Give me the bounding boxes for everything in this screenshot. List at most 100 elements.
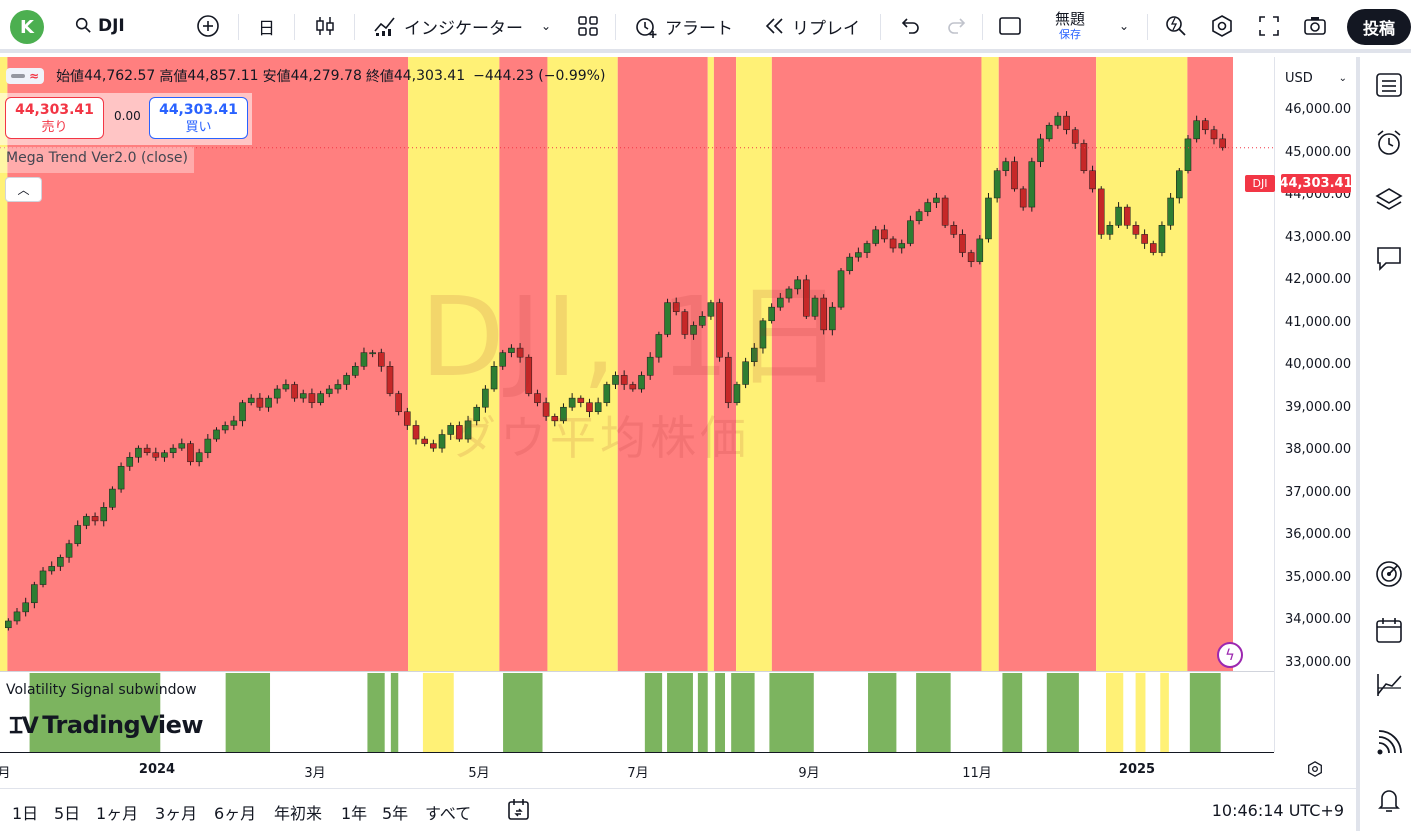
layouts-button[interactable] [575,8,601,44]
axis-settings-button[interactable] [1305,759,1325,779]
bolt-icon[interactable]: ϟ [1217,642,1243,668]
range-button[interactable]: 1年 [341,804,368,823]
candle-up [785,288,793,299]
wave-icon[interactable]: ≈ [29,69,40,83]
settings-button[interactable] [1209,8,1235,44]
post-button[interactable]: 投稿 [1347,9,1411,45]
indicators-button[interactable]: インジケーター ⌄ [372,8,551,44]
range-button[interactable]: 5日 [54,804,81,823]
close-label: 終値 [365,69,394,85]
chat-button[interactable] [1373,242,1405,274]
symbol-search-button[interactable]: DJI [74,8,125,44]
calendar-goto-icon[interactable] [506,797,532,823]
alert-button[interactable]: アラート [633,8,733,44]
range-button[interactable]: 年初来 [274,804,323,823]
time-tick: 7月 [627,766,649,781]
price-scale[interactable]: USD ⌄ 46,000.00 45,000.00 44,000.00 43,000.… [1274,57,1356,752]
layout-name-button[interactable]: 無題 保存 [1055,8,1085,44]
gear-icon [1212,15,1232,37]
bear-zone [499,57,548,671]
legend-controls[interactable]: ≈ [6,68,45,84]
collapse-legend-button[interactable]: ︿ [5,177,42,202]
candle-up [273,388,281,399]
range-button[interactable]: 1日 [12,804,39,823]
range-button[interactable]: 1ヶ月 [96,804,139,823]
tradingview-logo-icon: ꞮV [10,714,39,739]
subwindow-label: Volatility Signal subwindow [6,682,197,698]
candle-up [161,452,168,458]
fullscreen-button[interactable] [1256,8,1282,44]
candle-up [343,375,350,385]
main-chart-pane[interactable]: DJI, 1日 ダウ平均株価 [0,57,1274,671]
candle-up [829,306,836,331]
undo-button[interactable] [897,8,923,44]
candle-up [490,366,498,390]
candle-down [1071,129,1079,144]
toolbar-divider [880,14,881,40]
snapshot-button[interactable] [1302,8,1328,44]
candles-icon [316,17,334,35]
quick-search-button[interactable] [1163,8,1189,44]
price-chart[interactable] [0,57,1274,671]
signal-bar-yellow [1135,673,1146,752]
candle-up [742,361,749,385]
candle-up [1002,161,1010,171]
object-tree-button[interactable] [1373,184,1405,216]
data-window-button[interactable] [1373,558,1405,590]
candle-up [74,525,82,544]
time-tick: 3月 [304,766,326,781]
trading-panel-button[interactable] [1373,669,1405,701]
replay-button[interactable]: リプレイ [762,8,860,44]
chevron-down-icon: ⌄ [1338,72,1347,84]
candle-up [1167,197,1174,226]
candle-up [221,425,229,431]
chart-type-button[interactable] [312,8,338,44]
compare-button[interactable] [195,8,221,44]
user-avatar[interactable]: K [10,10,44,44]
candle-up [568,397,576,408]
time-axis[interactable]: 月 2024 3月 5月 7月 9月 11月 2025 [0,752,1274,788]
toolbar-divider [354,14,355,40]
range-button[interactable]: すべて [425,804,472,823]
alerts-panel-button[interactable] [1373,127,1405,159]
fullscreen-select-button[interactable] [997,8,1023,44]
candle-up [317,393,324,403]
clock[interactable]: 10:46:14 UTC+9 [1211,801,1344,820]
redo-button[interactable] [944,8,970,44]
candle-down [456,425,463,440]
fullscreen-icon [1259,16,1279,36]
layout-status: 保存 [1059,27,1081,41]
volatility-subwindow[interactable]: Volatility Signal subwindow ꞮV TradingVi… [0,671,1274,752]
open-value: 44,762.57 [84,68,156,84]
indicator-legend[interactable]: Mega Trend Ver2.0 (close) [0,147,194,173]
bull-zone [1096,57,1188,671]
candle-up [508,347,515,353]
chevron-down-icon[interactable]: ⌄ [1119,19,1130,33]
currency-select[interactable]: USD ⌄ [1281,65,1351,91]
candle-down [959,234,966,253]
range-button[interactable]: 3ヶ月 [155,804,198,823]
signal-bar-yellow [422,673,454,752]
price-tick: 34,000.00 [1285,612,1352,627]
time-tick: 2025 [1118,762,1156,777]
range-button[interactable]: 5年 [382,804,409,823]
watchlist-button[interactable] [1373,69,1405,101]
spread-value: 0.00 [114,109,141,123]
tradingview-logo[interactable]: ꞮV TradingView [10,710,204,740]
notifications-button[interactable] [1373,784,1405,816]
buy-button[interactable]: 44,303.41 買い [149,97,248,139]
candle-up [48,566,55,572]
search-icon [75,17,91,33]
bull-zone [707,57,714,671]
price-tick: 37,000.00 [1285,484,1352,500]
buy-label: 買い [185,120,212,135]
interval-button[interactable]: 日 [258,8,275,44]
candle-up [13,611,21,622]
streams-button[interactable] [1373,727,1405,759]
candle-down [803,279,810,317]
minus-icon[interactable] [11,74,25,78]
calendar-button[interactable] [1373,614,1405,646]
range-button[interactable]: 6ヶ月 [214,804,257,823]
sell-button[interactable]: 44,303.41 売り [5,97,104,139]
candle-down [551,416,559,422]
